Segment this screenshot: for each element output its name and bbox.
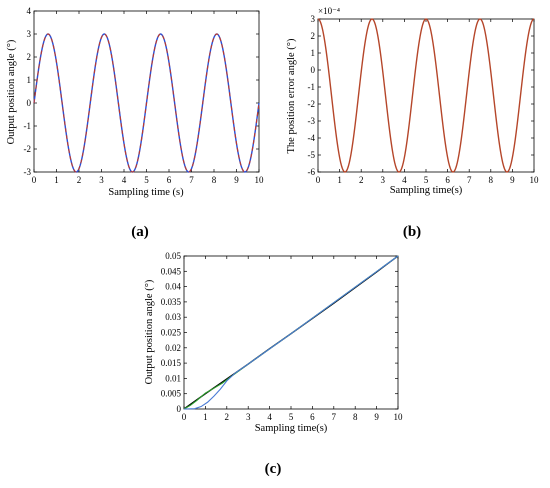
x-tick-label-c: 1 bbox=[203, 412, 208, 422]
y-tick-label-a: 1 bbox=[27, 75, 32, 85]
x-tick-label-b: 9 bbox=[510, 175, 515, 185]
y-tick-label-c: 0.045 bbox=[161, 266, 182, 276]
y-tick-label-b: -5 bbox=[308, 150, 316, 160]
chart-panel-b: 0 1 2 3 4 5 6 7 8 9 10 -6 -5 -4 -3 -2 -1 0 1 2 3 ×10⁻⁴ Sampl… bbox=[286, 6, 539, 240]
panel-label-a: (a) bbox=[131, 224, 149, 240]
x-tick-label-b: 2 bbox=[359, 175, 364, 185]
x-tick-label-c: 5 bbox=[289, 412, 294, 422]
x-tick-label-c: 3 bbox=[246, 412, 251, 422]
y-tick-label-b: -3 bbox=[308, 116, 316, 126]
x-tick-label-c: 0 bbox=[182, 412, 187, 422]
x-tick-label-c: 4 bbox=[267, 412, 272, 422]
x-tick-label-a: 7 bbox=[189, 175, 194, 185]
x-tick-label-b: 1 bbox=[337, 175, 342, 185]
chart-panel-c: 0 1 2 3 4 5 6 7 8 9 10 0 0.005 0.01 0.015 0.02 0.025 0.03… bbox=[144, 251, 403, 477]
axis-ticks-a: 0 1 2 3 4 5 6 7 8 9 10 -3 -2 -1 0 1 2 3 4 bbox=[24, 6, 265, 185]
y-axis-label-a: Output position angle (°) bbox=[6, 39, 17, 144]
y-tick-label-a: 2 bbox=[27, 52, 32, 62]
y-multiplier-b: ×10⁻⁴ bbox=[318, 6, 340, 16]
x-tick-label-c: 2 bbox=[225, 412, 230, 422]
y-tick-label-c: 0.035 bbox=[161, 297, 182, 307]
x-axis-label-c: Sampling time(s) bbox=[255, 423, 328, 434]
series-line-b-0 bbox=[317, 18, 535, 173]
axis-ticks-b: 0 1 2 3 4 5 6 7 8 9 10 -6 -5 -4 -3 -2 -1 0 1 2 3 bbox=[308, 14, 540, 185]
x-tick-label-a: 0 bbox=[32, 175, 37, 185]
series-lines-c bbox=[183, 255, 399, 410]
y-tick-label-a: -3 bbox=[24, 167, 32, 177]
y-tick-label-b: -6 bbox=[308, 167, 316, 177]
plot-frame-b bbox=[317, 18, 535, 173]
x-tick-label-b: 6 bbox=[445, 175, 450, 185]
y-tick-label-c: 0.025 bbox=[161, 328, 182, 338]
x-axis-label-b: Sampling time(s) bbox=[390, 185, 463, 196]
x-tick-label-b: 0 bbox=[316, 175, 321, 185]
x-tick-label-a: 2 bbox=[77, 175, 82, 185]
x-tick-label-a: 8 bbox=[212, 175, 217, 185]
series-lines-b bbox=[317, 18, 535, 173]
y-axis-label-b: The position error angle (°) bbox=[286, 38, 297, 153]
y-tick-label-a: -2 bbox=[24, 144, 32, 154]
y-tick-label-b: 1 bbox=[311, 48, 316, 58]
x-tick-label-b: 5 bbox=[424, 175, 429, 185]
x-tick-label-c: 9 bbox=[374, 412, 379, 422]
x-tick-label-b: 7 bbox=[467, 175, 472, 185]
x-tick-label-c: 10 bbox=[394, 412, 404, 422]
y-tick-label-a: -1 bbox=[24, 121, 32, 131]
x-tick-label-b: 8 bbox=[489, 175, 494, 185]
x-tick-label-c: 8 bbox=[353, 412, 358, 422]
y-tick-label-b: -1 bbox=[308, 82, 316, 92]
axis-ticks-c: 0 1 2 3 4 5 6 7 8 9 10 0 0.005 0.01 0.015 0.02 0.025 0.03… bbox=[161, 251, 403, 422]
panel-label-c: (c) bbox=[265, 461, 282, 477]
x-axis-label-a: Sampling time (s) bbox=[108, 187, 184, 198]
x-tick-label-a: 9 bbox=[234, 175, 239, 185]
chart-panel-a: 0 1 2 3 4 5 6 7 8 9 10 -3 -2 -1 0 1 2 3 4 Sampling time (s… bbox=[6, 6, 264, 240]
y-tick-label-c: 0.02 bbox=[165, 343, 181, 353]
series-line-a-1 bbox=[33, 33, 260, 173]
y-tick-label-c: 0.05 bbox=[165, 251, 181, 261]
y-tick-label-b: 3 bbox=[311, 14, 316, 24]
x-tick-label-a: 5 bbox=[144, 175, 149, 185]
y-axis-label-c: Output position angle (°) bbox=[144, 279, 155, 384]
y-tick-label-b: 0 bbox=[311, 65, 316, 75]
x-tick-label-a: 1 bbox=[54, 175, 59, 185]
y-tick-label-c: 0.005 bbox=[161, 389, 182, 399]
plot-frame-a bbox=[33, 10, 260, 173]
y-tick-label-a: 4 bbox=[27, 6, 32, 16]
x-tick-label-c: 6 bbox=[310, 412, 315, 422]
y-tick-label-c: 0.015 bbox=[161, 358, 182, 368]
x-tick-label-b: 10 bbox=[530, 175, 540, 185]
y-tick-label-c: 0 bbox=[177, 404, 182, 414]
panel-label-b: (b) bbox=[403, 224, 421, 240]
y-tick-label-b: -4 bbox=[308, 133, 316, 143]
y-tick-label-c: 0.03 bbox=[165, 312, 181, 322]
x-tick-label-a: 10 bbox=[255, 175, 265, 185]
y-tick-label-b: -2 bbox=[308, 99, 316, 109]
x-tick-label-a: 4 bbox=[122, 175, 127, 185]
y-tick-label-b: 2 bbox=[311, 31, 316, 41]
y-tick-label-c: 0.04 bbox=[165, 282, 181, 292]
y-tick-label-c: 0.01 bbox=[165, 373, 181, 383]
series-line-c-2 bbox=[183, 255, 399, 410]
y-tick-label-a: 0 bbox=[27, 98, 32, 108]
x-tick-label-c: 7 bbox=[332, 412, 337, 422]
y-tick-label-a: 3 bbox=[27, 29, 32, 39]
x-tick-label-a: 6 bbox=[167, 175, 172, 185]
series-lines-a bbox=[33, 33, 260, 173]
x-tick-label-b: 3 bbox=[381, 175, 386, 185]
x-tick-label-b: 4 bbox=[402, 175, 407, 185]
x-tick-label-a: 3 bbox=[99, 175, 104, 185]
